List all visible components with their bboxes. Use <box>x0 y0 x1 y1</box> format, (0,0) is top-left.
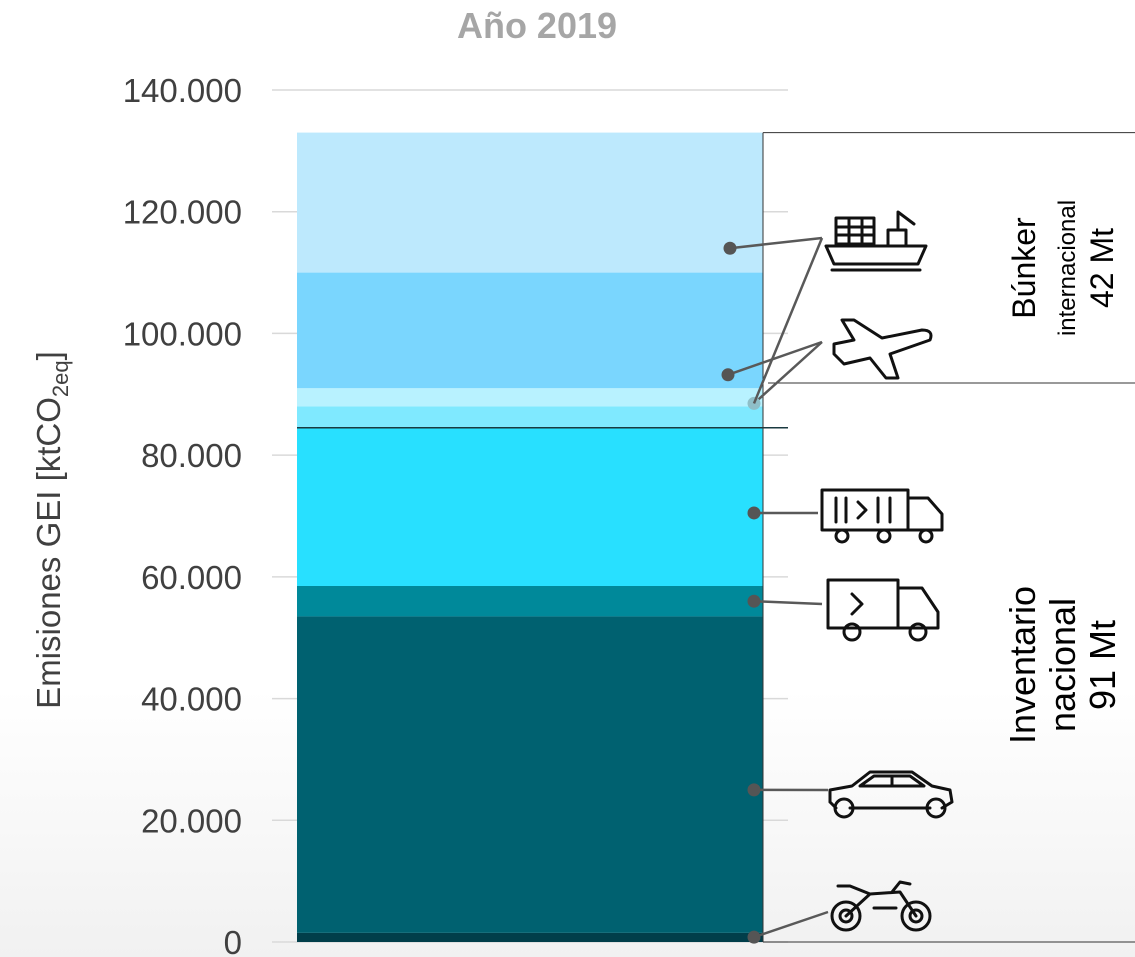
leader-line <box>753 599 823 606</box>
bar-segment <box>297 132 763 273</box>
ship-icon <box>824 210 928 272</box>
bunker-group-sub: internacional <box>1054 200 1081 336</box>
leader-line <box>753 910 829 939</box>
bar-segment <box>297 272 763 389</box>
y-tick-label: 80.000 <box>141 437 242 474</box>
bunker-group-value: 42 Mt <box>1084 228 1120 308</box>
van-chevron <box>850 592 864 616</box>
national-group-label: Inventario nacional 91 Mt <box>1002 586 1123 744</box>
moto-hub-front <box>908 908 924 924</box>
car-wheel <box>925 797 947 819</box>
plane-icon <box>832 318 933 380</box>
van-wheel <box>908 622 928 642</box>
van-icon <box>826 578 940 642</box>
leader-line <box>729 236 823 250</box>
truck-wheel <box>834 528 850 544</box>
y-tick-label: 20.000 <box>141 802 242 839</box>
bar-segment <box>297 427 763 586</box>
moto-wheel-front <box>900 900 932 932</box>
truck-box <box>820 488 910 532</box>
bunker-group-name: Búnker <box>1006 217 1042 319</box>
ship-containers <box>834 216 876 246</box>
y-tick-label: 0 <box>224 924 242 957</box>
bar-segment <box>297 932 763 942</box>
chart-title: Año 2019 <box>457 5 617 46</box>
car-icon <box>828 770 954 819</box>
leader-line <box>752 237 824 404</box>
bunker-group-label: Búnker internacional 42 Mt <box>1006 200 1120 336</box>
car-wheel <box>833 797 855 819</box>
motorcycle-icon <box>830 880 932 932</box>
truck-wheel <box>876 528 892 544</box>
y-axis-label: Emisiones GEI [ktCO2eq] <box>30 351 73 709</box>
bar-segment <box>297 388 763 407</box>
moto-frame <box>836 880 918 918</box>
bar-segment <box>297 585 763 617</box>
truck-icon <box>820 488 944 544</box>
y-tick-label: 140.000 <box>123 72 242 109</box>
y-tick-label: 40.000 <box>141 681 242 718</box>
plane-body <box>832 318 933 380</box>
leader-lines <box>721 236 829 944</box>
group-brackets <box>762 132 1135 943</box>
category-icons <box>820 210 954 932</box>
leader-dot <box>721 368 735 382</box>
car-windows <box>858 774 926 788</box>
van-wheel <box>842 622 862 642</box>
ship-crane <box>886 210 916 248</box>
truck-wheel <box>918 528 934 544</box>
leader-line <box>753 341 823 405</box>
y-tick-label: 60.000 <box>141 559 242 596</box>
moto-wheel-rear <box>830 900 862 932</box>
y-tick-labels: 0 20.000 40.000 60.000 80.000 100.000 120.000 1… <box>123 72 242 957</box>
truck-cab <box>906 496 944 532</box>
van-cab <box>896 586 940 630</box>
ship-hull <box>824 244 928 266</box>
national-group-name-2: nacional <box>1042 598 1083 732</box>
leader-line <box>727 340 823 376</box>
leader-dot <box>747 783 761 797</box>
moto-hub-rear <box>838 908 854 924</box>
y-tick-label: 120.000 <box>123 194 242 231</box>
bar-segment <box>297 616 763 933</box>
bar-segments <box>297 132 763 942</box>
leader-dot <box>723 241 737 255</box>
leader-dot <box>747 506 761 520</box>
leader-dot <box>747 594 761 608</box>
bar-segment <box>297 406 763 428</box>
national-group-name-1: Inventario <box>1002 586 1043 744</box>
truck-stripes <box>834 496 892 524</box>
y-tick-label: 100.000 <box>123 315 242 352</box>
leader-dot <box>747 930 761 944</box>
national-group-value: 91 Mt <box>1082 620 1123 710</box>
